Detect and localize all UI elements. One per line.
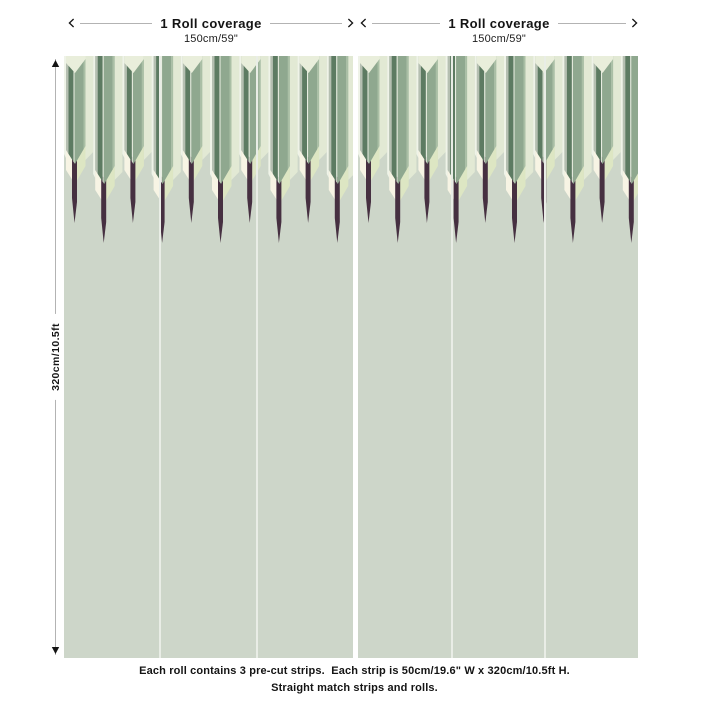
- arrow-right-icon: [631, 18, 638, 28]
- strip-divider: [544, 56, 546, 658]
- roll-2-width-measure: 1 Roll coverage 150cm/59": [360, 14, 638, 45]
- strip-divider: [256, 56, 258, 658]
- arrow-down-icon: [51, 641, 60, 659]
- measure-line-segment: [557, 22, 627, 24]
- measure-line-segment: [269, 22, 343, 24]
- roll-coverage-label: 1 Roll coverage: [160, 15, 262, 31]
- arrow-right-icon: [347, 18, 354, 28]
- roll-height-value: 320cm/10.5ft: [48, 314, 63, 400]
- height-measure: 320cm/10.5ft: [48, 55, 63, 659]
- caption-line-1: Each roll contains 3 pre-cut strips. Eac…: [139, 665, 570, 677]
- wallpaper-preview: [64, 56, 638, 658]
- roll-width-value: 150cm/59": [183, 33, 238, 45]
- measure-line-segment: [80, 22, 153, 24]
- strip-divider: [451, 56, 453, 658]
- roll-divider: [353, 56, 358, 658]
- roll-1-width-measure: 1 Roll coverage 150cm/59": [68, 14, 354, 45]
- caption: Each roll contains 3 pre-cut strips. Eac…: [0, 663, 709, 696]
- measure-line-segment: [372, 22, 441, 24]
- arrow-left-icon: [360, 18, 367, 28]
- roll-coverage-label: 1 Roll coverage: [448, 15, 550, 31]
- roll-1-measure-line: 1 Roll coverage: [68, 14, 354, 32]
- roll-2-pattern: [358, 56, 638, 658]
- roll-2-measure-line: 1 Roll coverage: [360, 14, 638, 32]
- arrow-up-icon: [51, 55, 60, 73]
- caption-line-2: Straight match strips and rolls.: [271, 681, 438, 694]
- arrow-left-icon: [68, 18, 75, 28]
- strip-divider: [159, 56, 161, 658]
- roll-width-value: 150cm/59": [471, 33, 526, 45]
- roll-1-pattern: [64, 56, 353, 658]
